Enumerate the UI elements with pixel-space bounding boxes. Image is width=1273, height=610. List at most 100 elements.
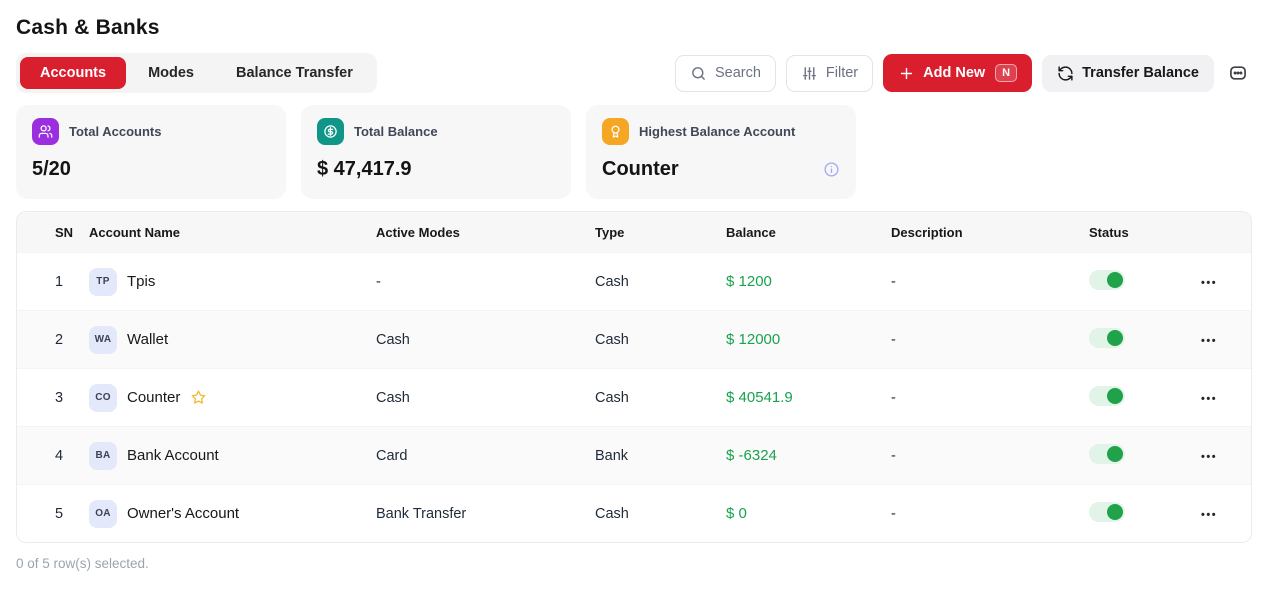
cell-active-modes: Cash — [376, 331, 410, 348]
filter-button[interactable]: Filter — [785, 54, 874, 92]
accounts-table: SN Account Name Active Modes Type Balanc… — [16, 211, 1252, 543]
add-new-button[interactable]: Add New N — [883, 54, 1033, 92]
cell-description: - — [891, 505, 896, 522]
search-icon — [692, 66, 705, 80]
cell-sn: 4 — [55, 447, 64, 464]
row-actions-button[interactable]: ••• — [1201, 508, 1218, 521]
cell-balance: $ 40541.9 — [726, 389, 793, 406]
column-header-status: Status — [1089, 224, 1129, 240]
avatar: BA — [89, 441, 117, 470]
status-toggle[interactable] — [1089, 385, 1125, 406]
toolbar-actions: Search Filter Add New N — [674, 54, 1252, 92]
award-icon — [602, 118, 629, 145]
cell-sn: 2 — [55, 331, 64, 348]
add-new-label: Add New — [923, 65, 986, 81]
cash-and-banks-page: Cash & Banks Accounts Modes Balance Tran… — [16, 16, 1252, 571]
row-actions-button[interactable]: ••• — [1201, 392, 1218, 405]
cell-account-name: TP Tpis — [89, 267, 376, 296]
column-header-account-name: Account Name — [89, 224, 181, 240]
cell-account-name: BA Bank Account — [89, 441, 376, 470]
cell-active-modes: - — [376, 273, 381, 290]
card-total-accounts: Total Accounts 5/20 — [16, 105, 286, 199]
plus-icon — [900, 67, 913, 79]
tab-accounts[interactable]: Accounts — [20, 57, 127, 89]
cell-type: Cash — [595, 389, 629, 406]
card-label: Total Balance — [354, 124, 438, 139]
avatar: WA — [89, 325, 117, 354]
row-actions-button[interactable]: ••• — [1201, 334, 1218, 347]
toolbar: Accounts Modes Balance Transfer Search F… — [16, 53, 1252, 93]
cell-sn: 1 — [55, 273, 64, 290]
cell-balance: $ 0 — [726, 505, 747, 522]
cell-account-name: WA Wallet — [89, 325, 376, 354]
column-header-active-modes: Active Modes — [376, 224, 460, 240]
account-name: Owner's Account — [127, 505, 240, 522]
card-value: Counter — [602, 158, 679, 180]
cell-type: Bank — [595, 447, 629, 464]
cell-account-name: CO Counter — [89, 383, 376, 412]
table-body: 1 TP Tpis - Cash $ 1200 - ••• 2 WA Walle… — [17, 252, 1251, 542]
cell-type: Cash — [595, 273, 629, 290]
cell-balance: $ 1200 — [726, 273, 772, 290]
column-header-type: Type — [595, 224, 625, 240]
table-row[interactable]: 4 BA Bank Account Card Bank $ -6324 - ••… — [17, 426, 1251, 484]
cell-type: Cash — [595, 331, 629, 348]
status-toggle[interactable] — [1089, 269, 1125, 290]
avatar: TP — [89, 267, 117, 296]
cell-description: - — [891, 331, 896, 348]
status-toggle[interactable] — [1089, 327, 1125, 348]
card-label: Total Accounts — [69, 124, 162, 139]
search-label: Search — [714, 65, 761, 81]
row-actions-button[interactable]: ••• — [1201, 450, 1218, 463]
cell-active-modes: Card — [376, 447, 408, 464]
refresh-transfer-icon — [1058, 65, 1073, 81]
card-total-balance: Total Balance $ 47,417.9 — [301, 105, 571, 199]
cell-type: Cash — [595, 505, 629, 522]
column-header-description: Description — [891, 224, 963, 240]
cell-description: - — [891, 389, 896, 406]
account-name: Bank Account — [127, 447, 219, 464]
table-row[interactable]: 5 OA Owner's Account Bank Transfer Cash … — [17, 484, 1251, 542]
cell-description: - — [891, 447, 896, 464]
message-dots-icon — [1230, 66, 1246, 80]
cell-sn: 5 — [55, 505, 64, 522]
table-row[interactable]: 3 CO Counter Cash Cash $ 40541.9 - ••• — [17, 368, 1251, 426]
avatar: OA — [89, 499, 117, 528]
cell-active-modes: Cash — [376, 389, 410, 406]
cell-balance: $ 12000 — [726, 331, 781, 348]
dollar-circle-icon — [317, 118, 344, 145]
table-row[interactable]: 1 TP Tpis - Cash $ 1200 - ••• — [17, 252, 1251, 310]
add-new-shortcut-badge: N — [995, 64, 1018, 82]
status-toggle[interactable] — [1089, 443, 1125, 464]
card-value: 5/20 — [32, 158, 71, 180]
tab-modes[interactable]: Modes — [128, 57, 214, 89]
row-actions-button[interactable]: ••• — [1201, 276, 1218, 289]
filter-label: Filter — [825, 65, 859, 81]
table-row[interactable]: 2 WA Wallet Cash Cash $ 12000 - ••• — [17, 310, 1251, 368]
rows-selected-status: 0 of 5 row(s) selected. — [16, 556, 149, 571]
page-title: Cash & Banks — [16, 16, 160, 39]
status-toggle[interactable] — [1089, 501, 1125, 522]
info-icon[interactable] — [823, 161, 840, 178]
account-name: Counter — [127, 389, 181, 406]
cell-sn: 3 — [55, 389, 64, 406]
tab-balance-transfer[interactable]: Balance Transfer — [216, 57, 373, 89]
filter-sliders-icon — [803, 66, 816, 80]
summary-cards: Total Accounts 5/20 Total Balance $ 47,4… — [16, 105, 1252, 199]
favorite-star-icon — [192, 390, 206, 404]
table-header-row: SN Account Name Active Modes Type Balanc… — [17, 212, 1251, 252]
more-options-button[interactable] — [1224, 59, 1252, 87]
account-name: Tpis — [127, 273, 156, 290]
card-highest-balance-account: Highest Balance Account Counter — [586, 105, 856, 199]
search-button[interactable]: Search — [674, 54, 776, 92]
cell-balance: $ -6324 — [726, 447, 777, 464]
card-value: $ 47,417.9 — [317, 158, 412, 180]
column-header-balance: Balance — [726, 224, 776, 240]
transfer-balance-button[interactable]: Transfer Balance — [1042, 54, 1214, 92]
account-name: Wallet — [127, 331, 169, 348]
card-label: Highest Balance Account — [639, 124, 796, 139]
cell-active-modes: Bank Transfer — [376, 505, 467, 522]
users-icon — [32, 118, 59, 145]
transfer-balance-label: Transfer Balance — [1082, 65, 1199, 81]
avatar: CO — [89, 383, 117, 412]
